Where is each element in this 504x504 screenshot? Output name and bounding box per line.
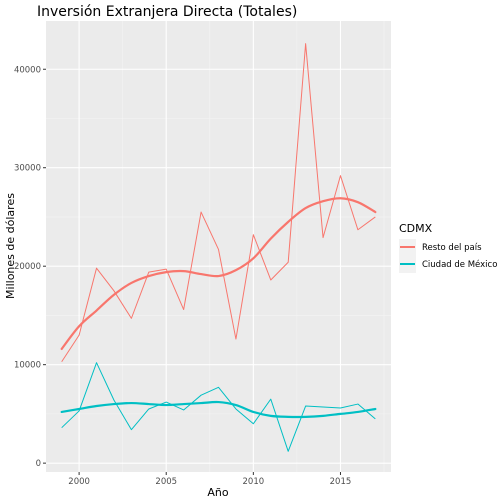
y-axis-label: Millones de dólares xyxy=(4,193,17,299)
x-tick-label: 2015 xyxy=(330,477,352,487)
x-tick-label: 2010 xyxy=(243,477,265,487)
x-tick-label: 2005 xyxy=(155,477,177,487)
y-tick-label: 10000 xyxy=(14,361,41,371)
series-line-resto-del-pais xyxy=(61,43,376,362)
minor-gridlines xyxy=(46,21,391,472)
x-axis-label: Año xyxy=(207,486,228,499)
x-tick-label: 2000 xyxy=(68,477,90,487)
y-tick-label: 40000 xyxy=(14,65,41,75)
y-axis: 0 10000 20000 30000 40000 xyxy=(14,65,46,469)
y-tick-label: 0 xyxy=(36,459,41,469)
series-layer xyxy=(60,43,377,452)
legend-label-resto-del-pais: Resto del país xyxy=(422,243,482,253)
legend-title: CDMX xyxy=(399,222,433,235)
legend: CDMX Resto del país Ciudad de México xyxy=(399,222,497,273)
smooth-line-resto-del-pais xyxy=(60,197,377,351)
x-axis: 2000 2005 2010 2015 xyxy=(68,472,351,487)
chart-title: Inversión Extranjera Directa (Totales) xyxy=(37,4,297,20)
y-tick-label: 20000 xyxy=(14,262,41,272)
y-tick-label: 30000 xyxy=(14,164,41,174)
legend-label-ciudad-de-mexico: Ciudad de México xyxy=(422,259,497,270)
legend-items: Resto del país Ciudad de México xyxy=(399,239,497,273)
major-gridlines xyxy=(46,21,391,472)
plot-panel xyxy=(46,21,391,472)
smooth-line-ciudad-de-mexico xyxy=(60,400,377,419)
series-line-ciudad-de-mexico xyxy=(61,362,376,452)
